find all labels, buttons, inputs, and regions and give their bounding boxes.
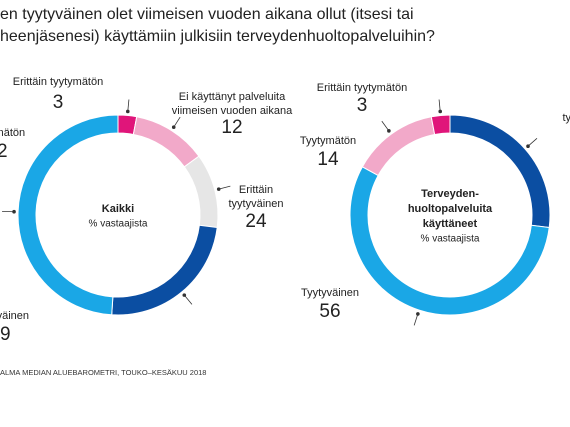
segment-label: Tyytymätön [300,135,356,147]
center-subtitle: % vastaajista [421,234,480,245]
leader-dot [526,144,530,149]
leader-dot [171,125,176,129]
segment-label: Erittäin [239,184,273,196]
segment-label: Erittäin tyytymätön [317,82,407,94]
donut-segment [361,116,436,177]
leader-dot [182,293,187,297]
segment-label: viimeisen vuoden aikana [172,105,293,117]
segment-label: Ei käyttänyt palveluita [179,91,286,103]
title: en tyytyväinen olet viimeisen vuoden aik… [0,6,414,23]
center-title: Terveyden- [421,188,479,200]
value-label: 12 [0,141,8,162]
donut-segment [111,224,218,316]
leader-line [381,120,390,132]
leader-line [127,99,130,112]
center-title: Kaikki [102,203,134,215]
value-label: 56 [319,301,340,322]
segment-label: Erittäin tyytymätön [13,76,103,88]
source: ALMA MEDIAN ALUEBAROMETRI, TOUKO–KESÄKUU… [0,368,206,377]
leader-line [438,99,441,112]
segment-label: Tyytyväinen [0,310,29,322]
value-label: 12 [221,117,242,138]
value-label: 3 [357,95,368,116]
center-subtitle: % vastaajista [89,219,148,230]
title: heenjäsenesi) käyttämiin julkisiin terve… [0,28,435,45]
segment-label: tyytyväinen [228,198,283,210]
donut-segment [183,155,219,229]
center-title: huoltopalveluita [408,203,493,215]
leader-dot [12,209,16,214]
value-label: 3 [53,92,64,113]
leader-dot [416,312,420,316]
leader-line [183,294,193,305]
donut-segment [132,116,200,168]
segment-label: Tyytymätön [0,127,25,139]
segment-label: tyytyväinen [562,112,570,124]
leader-dot [438,109,443,114]
leader-line [218,185,231,190]
leader-dot [216,187,221,191]
center-title: käyttäneet [423,218,478,230]
value-label: 24 [245,211,267,232]
donut-segment [430,114,451,136]
segment-label: Tyytyväinen [301,287,359,299]
donut-segment [17,114,119,316]
value-label: 14 [317,149,339,170]
value-label: 49 [0,324,11,345]
leader-line [527,137,538,147]
leader-dot [125,109,130,114]
leader-line [173,116,181,128]
leader-line [413,313,419,326]
leader-dot [387,129,391,133]
